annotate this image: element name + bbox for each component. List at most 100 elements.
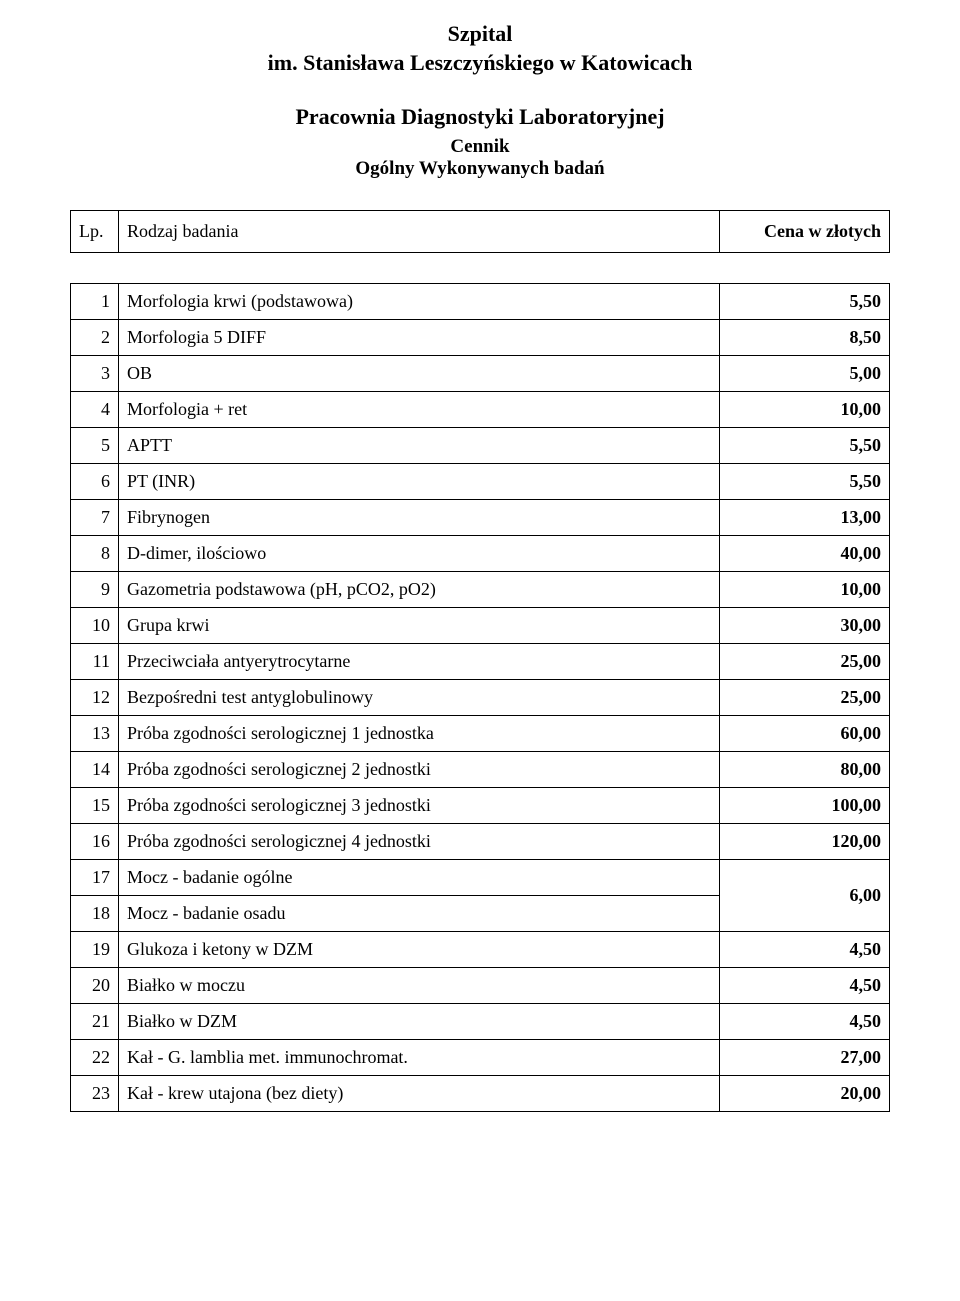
table-row: 4Morfologia + ret10,00 (71, 391, 890, 427)
table-row: 17Mocz - badanie ogólne6,00 (71, 859, 890, 895)
cell-lp: 3 (71, 355, 119, 391)
cell-name: Kał - krew utajona (bez diety) (119, 1075, 720, 1111)
cell-price: 5,50 (720, 463, 890, 499)
cell-lp: 10 (71, 607, 119, 643)
cell-name: Próba zgodności serologicznej 2 jednostk… (119, 751, 720, 787)
table-row: 5APTT5,50 (71, 427, 890, 463)
cell-lp: 14 (71, 751, 119, 787)
cell-lp: 15 (71, 787, 119, 823)
cell-name: Białko w moczu (119, 967, 720, 1003)
cell-lp: 8 (71, 535, 119, 571)
cell-lp: 22 (71, 1039, 119, 1075)
cell-price: 60,00 (720, 715, 890, 751)
table-row: 3OB5,00 (71, 355, 890, 391)
cell-lp: 7 (71, 499, 119, 535)
cell-lp: 11 (71, 643, 119, 679)
table-row: 15Próba zgodności serologicznej 3 jednos… (71, 787, 890, 823)
header-name: Rodzaj badania (119, 210, 720, 252)
cell-price: 10,00 (720, 391, 890, 427)
cell-name: Grupa krwi (119, 607, 720, 643)
table-row: 21Białko w DZM4,50 (71, 1003, 890, 1039)
table-row: 23Kał - krew utajona (bez diety)20,00 (71, 1075, 890, 1111)
cell-name: Próba zgodności serologicznej 4 jednostk… (119, 823, 720, 859)
cell-name: Glukoza i ketony w DZM (119, 931, 720, 967)
cell-lp: 4 (71, 391, 119, 427)
table-row: 1Morfologia krwi (podstawowa)5,50 (71, 283, 890, 319)
cell-price: 5,00 (720, 355, 890, 391)
cell-price: 5,50 (720, 283, 890, 319)
cell-price: 10,00 (720, 571, 890, 607)
table-row: 11Przeciwciała antyerytrocytarne25,00 (71, 643, 890, 679)
cell-lp: 9 (71, 571, 119, 607)
cell-name: PT (INR) (119, 463, 720, 499)
cell-price-merged: 6,00 (720, 859, 890, 931)
cell-name: D-dimer, ilościowo (119, 535, 720, 571)
cell-price: 40,00 (720, 535, 890, 571)
cell-price: 20,00 (720, 1075, 890, 1111)
table-row: 13Próba zgodności serologicznej 1 jednos… (71, 715, 890, 751)
header-price: Cena w złotych (720, 210, 890, 252)
cell-lp: 5 (71, 427, 119, 463)
cell-lp: 17 (71, 859, 119, 895)
cell-name: OB (119, 355, 720, 391)
cell-price: 4,50 (720, 967, 890, 1003)
table-row: 2Morfologia 5 DIFF8,50 (71, 319, 890, 355)
cell-name: Morfologia 5 DIFF (119, 319, 720, 355)
cell-lp: 12 (71, 679, 119, 715)
table-row: 10Grupa krwi30,00 (71, 607, 890, 643)
cell-name: Morfologia krwi (podstawowa) (119, 283, 720, 319)
table-row: 9Gazometria podstawowa (pH, pCO2, pO2)10… (71, 571, 890, 607)
cell-lp: 1 (71, 283, 119, 319)
header-lp: Lp. (71, 210, 119, 252)
cell-lp: 21 (71, 1003, 119, 1039)
table-row: 12Bezpośredni test antyglobulinowy25,00 (71, 679, 890, 715)
cell-lp: 23 (71, 1075, 119, 1111)
cell-lp: 19 (71, 931, 119, 967)
cell-lp: 18 (71, 895, 119, 931)
cell-name: APTT (119, 427, 720, 463)
hospital-name-line2: im. Stanisława Leszczyńskiego w Katowica… (70, 49, 890, 78)
cell-price: 4,50 (720, 931, 890, 967)
hospital-name-line1: Szpital (70, 20, 890, 49)
table-row: 7Fibrynogen13,00 (71, 499, 890, 535)
document-header: Szpital im. Stanisława Leszczyńskiego w … (70, 20, 890, 180)
document-subtitle: Ogólny Wykonywanych badań (70, 158, 890, 180)
cell-name: Kał - G. lamblia met. immunochromat. (119, 1039, 720, 1075)
cell-price: 25,00 (720, 679, 890, 715)
cell-price: 27,00 (720, 1039, 890, 1075)
table-row: 14Próba zgodności serologicznej 2 jednos… (71, 751, 890, 787)
cell-price: 4,50 (720, 1003, 890, 1039)
table-header-row: Lp. Rodzaj badania Cena w złotych (70, 210, 890, 253)
cell-name: Mocz - badanie osadu (119, 895, 720, 931)
cell-price: 13,00 (720, 499, 890, 535)
cell-price: 30,00 (720, 607, 890, 643)
table-row: 19Glukoza i ketony w DZM4,50 (71, 931, 890, 967)
cell-lp: 20 (71, 967, 119, 1003)
document-type: Cennik (70, 136, 890, 158)
table-row: 6PT (INR)5,50 (71, 463, 890, 499)
cell-price: 80,00 (720, 751, 890, 787)
cell-lp: 2 (71, 319, 119, 355)
cell-name: Gazometria podstawowa (pH, pCO2, pO2) (119, 571, 720, 607)
cell-lp: 13 (71, 715, 119, 751)
cell-price: 8,50 (720, 319, 890, 355)
table-row: 22Kał - G. lamblia met. immunochromat.27… (71, 1039, 890, 1075)
cell-price: 25,00 (720, 643, 890, 679)
cell-lp: 6 (71, 463, 119, 499)
price-table: 1Morfologia krwi (podstawowa)5,502Morfol… (70, 283, 890, 1112)
cell-lp: 16 (71, 823, 119, 859)
table-row: 16Próba zgodności serologicznej 4 jednos… (71, 823, 890, 859)
cell-name: Mocz - badanie ogólne (119, 859, 720, 895)
cell-name: Przeciwciała antyerytrocytarne (119, 643, 720, 679)
cell-price: 100,00 (720, 787, 890, 823)
cell-price: 120,00 (720, 823, 890, 859)
cell-name: Próba zgodności serologicznej 1 jednostk… (119, 715, 720, 751)
cell-name: Bezpośredni test antyglobulinowy (119, 679, 720, 715)
department-name: Pracownia Diagnostyki Laboratoryjnej (70, 103, 890, 132)
table-row: 20Białko w moczu4,50 (71, 967, 890, 1003)
cell-name: Morfologia + ret (119, 391, 720, 427)
table-row: 8D-dimer, ilościowo40,00 (71, 535, 890, 571)
cell-name: Próba zgodności serologicznej 3 jednostk… (119, 787, 720, 823)
cell-name: Fibrynogen (119, 499, 720, 535)
cell-name: Białko w DZM (119, 1003, 720, 1039)
